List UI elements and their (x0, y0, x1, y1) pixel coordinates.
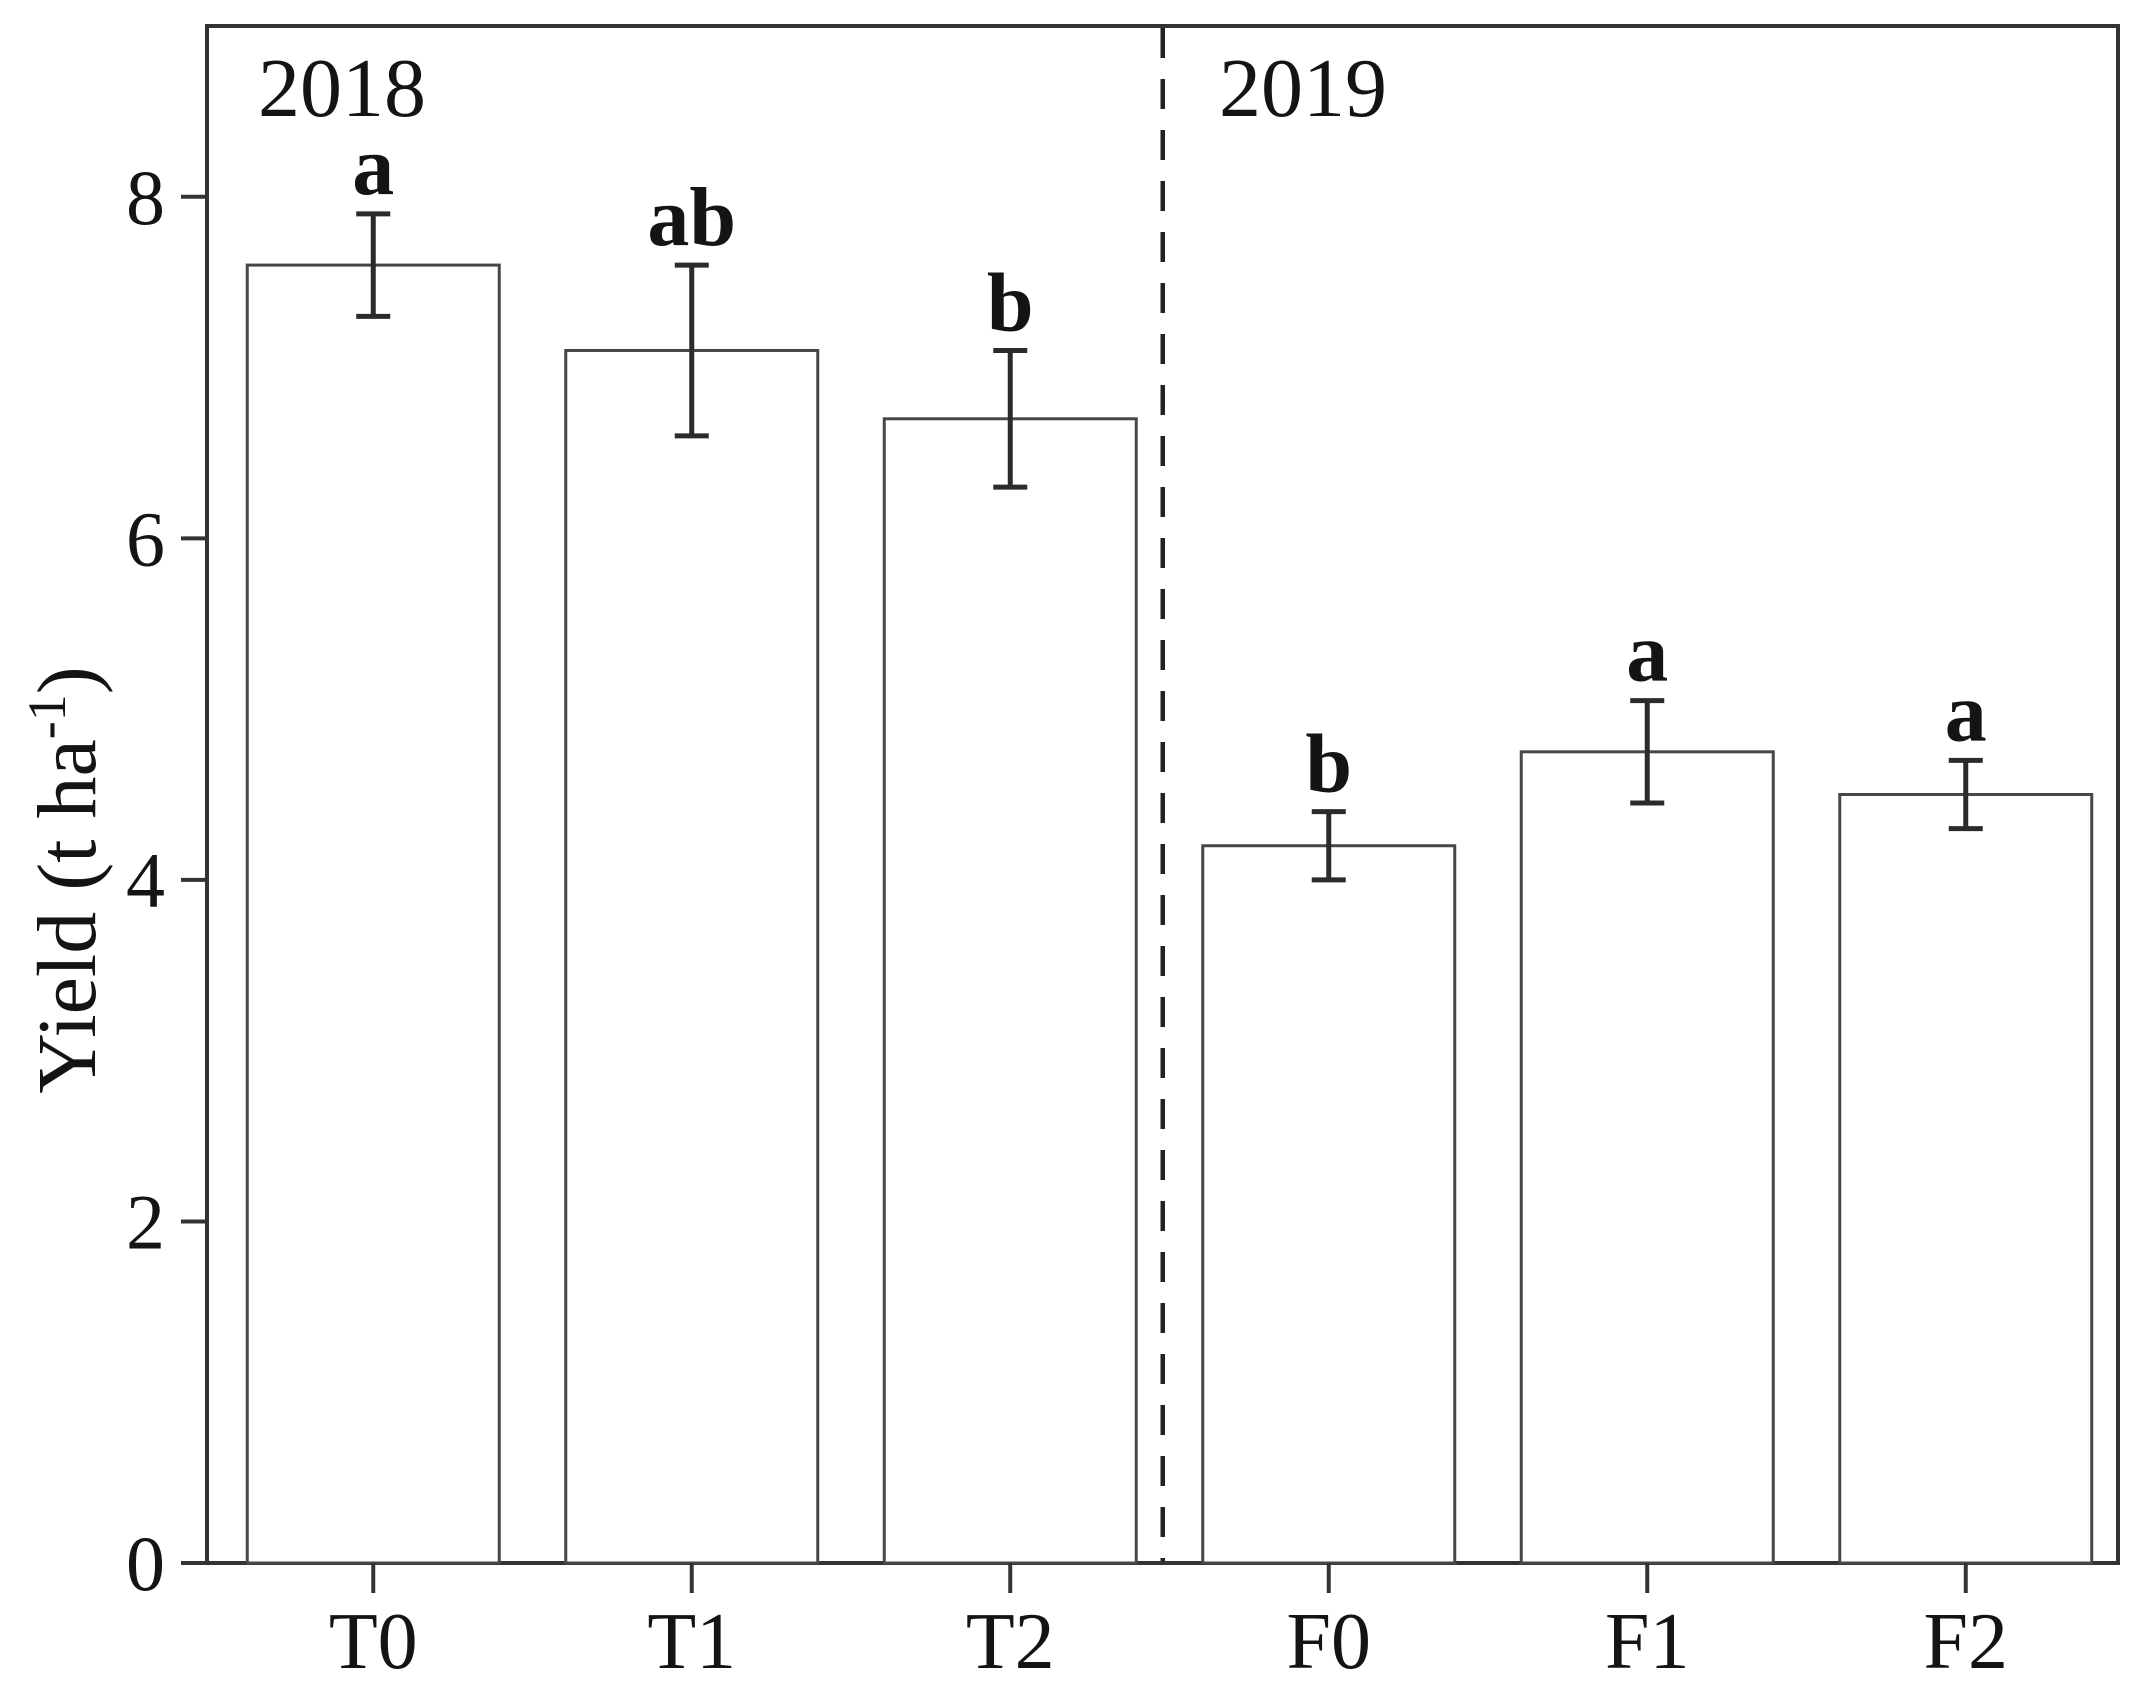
y-tick-label-6: 6 (126, 495, 165, 582)
sig-letter-F1: a (1626, 607, 1668, 700)
plot-frame (205, 24, 2120, 1565)
sig-letter-F2: a (1945, 666, 1987, 759)
x-tick-label-F0: F0 (1287, 1598, 1372, 1686)
bar-F2 (1838, 793, 2094, 1565)
bar-T0 (245, 263, 501, 1565)
group-label-2019: 2019 (1219, 42, 1387, 135)
x-tick-label-T0: T0 (329, 1598, 418, 1686)
y-axis-title-end: ) (21, 666, 114, 694)
sig-letter-T1: ab (647, 171, 736, 264)
sig-letter-T2: b (987, 256, 1034, 349)
x-tick-label-T2: T2 (966, 1598, 1055, 1686)
sig-letter-T0: a (352, 120, 394, 213)
x-tick-label-F2: F2 (1924, 1598, 2009, 1686)
y-axis-title-main: Yield (t ha (21, 739, 114, 1094)
bar-T2 (882, 417, 1138, 1565)
y-tick-label-8: 8 (126, 154, 165, 241)
y-tick-label-2: 2 (126, 1178, 165, 1265)
x-tick-label-F1: F1 (1605, 1598, 1690, 1686)
group-label-2018: 2018 (258, 42, 426, 135)
y-tick-label-4: 4 (126, 837, 165, 924)
bar-T1 (564, 348, 820, 1565)
bar-F0 (1201, 844, 1457, 1565)
bar-F1 (1519, 750, 1775, 1565)
bars-layer: a ab b b a a (245, 120, 2094, 1565)
y-axis-title-superscript: -1 (17, 694, 77, 739)
y-axis-title: Yield (t ha-1) (17, 666, 114, 1094)
sig-letter-F0: b (1305, 718, 1352, 811)
axes-layer: T0 T1 T2 F0 F1 F2 0 2 4 6 8 (126, 154, 2008, 1686)
y-tick-label-0: 0 (126, 1520, 165, 1607)
x-tick-label-T1: T1 (647, 1598, 736, 1686)
